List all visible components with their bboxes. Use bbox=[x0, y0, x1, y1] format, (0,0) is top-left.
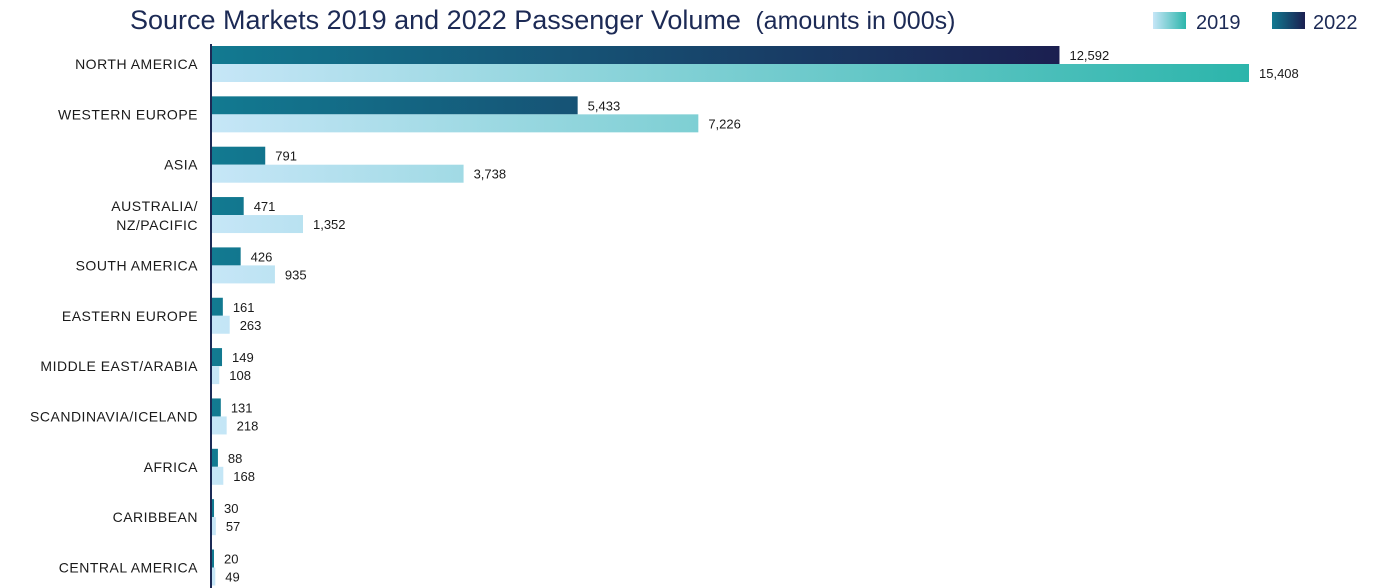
category-label-western-europe: WESTERN EUROPE bbox=[58, 106, 198, 122]
bar-2022-north-america bbox=[212, 46, 1060, 64]
category-label-eastern-europe: EASTERN EUROPE bbox=[62, 308, 198, 324]
bar-2022-south-america bbox=[212, 247, 241, 266]
value-label-2022-north-america: 12,592 bbox=[1069, 48, 1109, 63]
value-label-2019-western-europe: 7,226 bbox=[708, 116, 741, 131]
chart-title: Source Markets 2019 and 2022 Passenger V… bbox=[130, 5, 741, 35]
category-label-central-america: CENTRAL AMERICA bbox=[59, 560, 198, 576]
bar-2019-eastern-europe bbox=[212, 315, 230, 334]
bar-2022-scandinavia-iceland bbox=[212, 398, 221, 417]
bar-2022-eastern-europe bbox=[212, 297, 223, 316]
bar-2019-caribbean bbox=[212, 517, 216, 536]
bar-2019-south-america bbox=[212, 265, 275, 284]
bar-2019-asia bbox=[212, 164, 464, 183]
value-label-2022-caribbean: 30 bbox=[224, 501, 238, 516]
legend-swatch-2019 bbox=[1153, 12, 1186, 29]
bar-2019-western-europe bbox=[212, 114, 699, 133]
category-label-middle-east-arabia: MIDDLE EAST/ARABIA bbox=[40, 358, 198, 374]
legend-label-2019: 2019 bbox=[1196, 12, 1241, 34]
bar-2019-north-america bbox=[212, 64, 1249, 82]
value-label-2022-western-europe: 5,433 bbox=[588, 98, 621, 113]
bar-2022-asia bbox=[212, 146, 266, 165]
bar-2019-australia-nz-pacific bbox=[212, 215, 303, 234]
legend-swatch-2022 bbox=[1272, 12, 1305, 29]
bar-2022-australia-nz-pacific bbox=[212, 197, 244, 216]
bar-2022-africa bbox=[212, 448, 218, 467]
legend: 2019 2022 bbox=[1153, 12, 1358, 34]
chart-subtitle: (amounts in 000s) bbox=[755, 7, 955, 35]
value-label-2019-south-america: 935 bbox=[285, 267, 307, 282]
category-label-africa: AFRICA bbox=[144, 459, 199, 475]
bar-2022-western-europe bbox=[212, 96, 578, 115]
category-label-caribbean: CARIBBEAN bbox=[113, 509, 198, 525]
value-labels: 12,592 15,408 5,433 7,226 791 3,738 471 1,352 42… bbox=[224, 48, 1299, 585]
bar-2019-central-america bbox=[212, 567, 216, 586]
category-label-scandinavia-iceland: SCANDINAVIA/ICELAND bbox=[30, 408, 198, 424]
category-label-south-america: SOUTH AMERICA bbox=[76, 257, 199, 273]
value-label-2022-australia-nz-pacific: 471 bbox=[254, 199, 276, 214]
bar-2019-africa bbox=[212, 466, 224, 485]
value-label-2019-eastern-europe: 263 bbox=[240, 318, 262, 333]
svg-text:Source Markets 2019 and 2022 P: Source Markets 2019 and 2022 Passenger V… bbox=[130, 5, 955, 35]
category-label-asia: ASIA bbox=[164, 157, 198, 173]
value-label-2019-middle-east-arabia: 108 bbox=[229, 368, 251, 383]
value-label-2019-australia-nz-pacific: 1,352 bbox=[313, 217, 346, 232]
value-label-2019-scandinavia-iceland: 218 bbox=[237, 418, 259, 433]
value-label-2019-central-america: 49 bbox=[225, 570, 239, 585]
legend-label-2022: 2022 bbox=[1313, 12, 1358, 34]
value-label-2022-africa: 88 bbox=[228, 451, 242, 466]
value-label-2022-asia: 791 bbox=[275, 149, 297, 164]
value-label-2019-north-america: 15,408 bbox=[1259, 66, 1299, 81]
category-label-north-america: NORTH AMERICA bbox=[75, 56, 198, 72]
value-label-2022-central-america: 20 bbox=[224, 552, 238, 567]
value-label-2022-middle-east-arabia: 149 bbox=[232, 350, 254, 365]
value-label-2019-asia: 3,738 bbox=[474, 167, 507, 182]
bars-group bbox=[212, 46, 1249, 586]
bar-2019-middle-east-arabia bbox=[212, 366, 220, 385]
value-label-2019-africa: 168 bbox=[233, 469, 255, 484]
value-label-2022-eastern-europe: 161 bbox=[233, 300, 255, 315]
category-label-australia-nz-pacific: AUSTRALIA/NZ/PACIFIC bbox=[111, 198, 198, 233]
bar-2019-scandinavia-iceland bbox=[212, 416, 227, 435]
bar-2022-central-america bbox=[212, 549, 214, 568]
value-label-2022-scandinavia-iceland: 131 bbox=[231, 400, 253, 415]
value-label-2019-caribbean: 57 bbox=[226, 519, 240, 534]
category-labels: NORTH AMERICA WESTERN EUROPE ASIA AUSTRALIA… bbox=[30, 56, 198, 576]
bar-2022-caribbean bbox=[212, 499, 215, 518]
bar-2022-middle-east-arabia bbox=[212, 348, 223, 367]
value-label-2022-south-america: 426 bbox=[251, 249, 273, 264]
